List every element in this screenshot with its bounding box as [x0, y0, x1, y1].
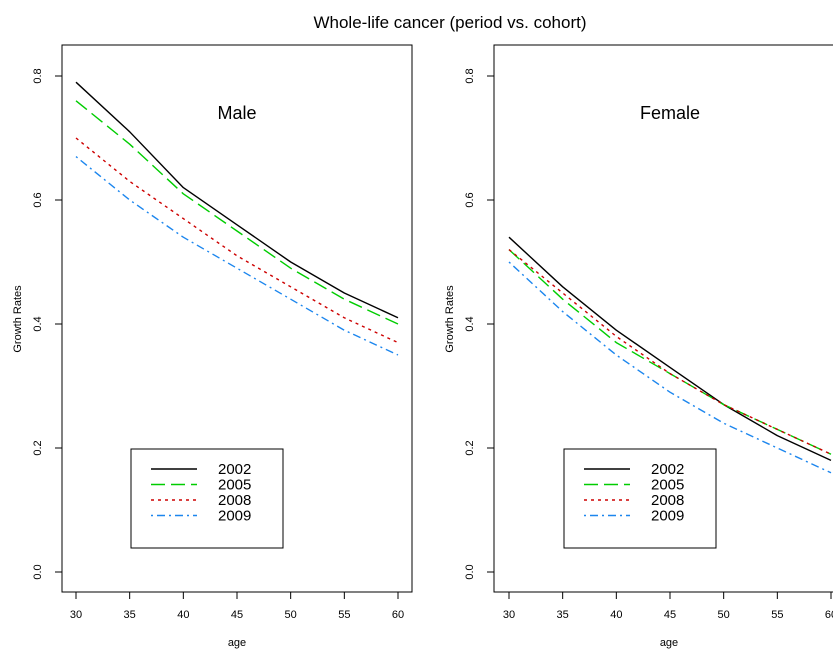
series-line-2009 — [508, 261, 832, 474]
x-tick-label: 55 — [771, 609, 783, 621]
x-tick-label: 30 — [503, 609, 515, 621]
panel-title: Male — [217, 103, 256, 123]
legend-label-2002: 2002 — [218, 461, 251, 478]
y-tick-label: 0.0 — [32, 564, 44, 579]
y-axis-label: Growth Rates — [444, 285, 456, 353]
legend-box — [563, 448, 717, 549]
series-line-2002 — [508, 236, 832, 462]
x-tick-label: 45 — [664, 609, 676, 621]
x-tick-label: 35 — [124, 609, 136, 621]
x-tick-label: 55 — [338, 609, 350, 621]
x-tick-label: 60 — [392, 609, 404, 621]
y-tick-label: 0.8 — [464, 68, 476, 83]
series-line-2008 — [508, 249, 832, 455]
x-tick-label: 50 — [718, 609, 730, 621]
x-tick-label: 35 — [557, 609, 569, 621]
y-tick-label: 0.6 — [32, 192, 44, 207]
legend-label-2009: 2009 — [651, 508, 684, 525]
series-line-2002 — [75, 81, 399, 319]
y-tick-label: 0.0 — [464, 564, 476, 579]
legend-label-2002: 2002 — [651, 461, 684, 478]
x-axis-label: age — [660, 637, 678, 649]
legend-label-2005: 2005 — [218, 477, 251, 494]
y-tick-label: 0.6 — [464, 192, 476, 207]
panel-female: Female 30 35 40 45 50 55 60 0.0 0.2 0.4 0.6 0.8 age Gr… — [444, 44, 833, 649]
x-tick-label: 45 — [231, 609, 243, 621]
chart-panels: Male 30 35 40 45 50 55 60 0.0 0.2 0.4 0.6 0.8 age Grow… — [12, 44, 833, 649]
panel-male: Male 30 35 40 45 50 55 60 0.0 0.2 0.4 0.6 0.8 age Grow… — [12, 44, 413, 649]
series-line-2005 — [75, 100, 399, 325]
y-tick-label: 0.4 — [32, 316, 44, 331]
legend-label-2008: 2008 — [218, 492, 251, 509]
x-tick-label: 30 — [70, 609, 82, 621]
series-line-2005 — [508, 249, 832, 455]
y-tick-label: 0.2 — [32, 440, 44, 455]
legend-box — [130, 448, 284, 549]
panel-title: Female — [640, 103, 700, 123]
x-tick-label: 50 — [285, 609, 297, 621]
y-tick-label: 0.8 — [32, 68, 44, 83]
x-tick-label: 40 — [610, 609, 622, 621]
series-line-2008 — [75, 137, 399, 344]
y-tick-label: 0.4 — [464, 316, 476, 331]
series-line-2009 — [75, 156, 399, 356]
legend-label-2009: 2009 — [218, 508, 251, 525]
legend-label-2008: 2008 — [651, 492, 684, 509]
main-title: Whole-life cancer (period vs. cohort) — [313, 13, 586, 32]
y-tick-label: 0.2 — [464, 440, 476, 455]
legend-label-2005: 2005 — [651, 477, 684, 494]
y-axis-label: Growth Rates — [12, 285, 24, 353]
x-tick-label: 40 — [177, 609, 189, 621]
x-tick-label: 60 — [825, 609, 833, 621]
x-axis-label: age — [228, 637, 246, 649]
